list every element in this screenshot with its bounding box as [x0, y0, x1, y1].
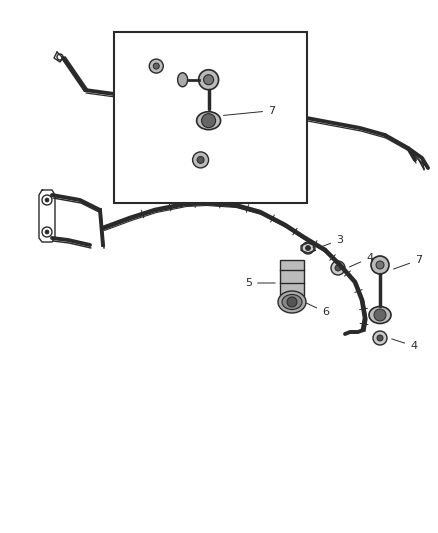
Text: 4: 4 [392, 339, 417, 351]
Circle shape [374, 309, 386, 321]
Bar [114, 32, 307, 203]
Circle shape [45, 198, 49, 202]
Ellipse shape [278, 291, 306, 313]
Circle shape [335, 265, 341, 271]
Text: 1: 1 [212, 78, 219, 106]
Text: 5: 5 [245, 278, 275, 288]
Ellipse shape [369, 306, 391, 324]
Text: 4: 4 [350, 253, 373, 267]
Ellipse shape [177, 72, 187, 87]
Ellipse shape [282, 295, 302, 310]
Circle shape [287, 297, 297, 307]
Circle shape [198, 70, 219, 90]
Text: 7: 7 [223, 106, 275, 116]
Circle shape [376, 261, 384, 269]
Text: 3: 3 [321, 235, 343, 247]
Text: 6: 6 [307, 303, 329, 317]
Circle shape [193, 152, 208, 168]
Circle shape [149, 59, 163, 73]
Circle shape [204, 75, 214, 85]
Text: 2: 2 [206, 170, 214, 197]
Circle shape [197, 156, 204, 164]
Circle shape [373, 331, 387, 345]
Circle shape [201, 114, 215, 128]
Circle shape [305, 246, 311, 251]
Circle shape [45, 230, 49, 234]
Bar [280, 260, 304, 296]
Circle shape [302, 242, 314, 254]
Circle shape [377, 335, 383, 341]
Circle shape [153, 63, 159, 69]
Text: 7: 7 [394, 255, 422, 269]
Ellipse shape [197, 112, 221, 130]
Circle shape [371, 256, 389, 274]
Circle shape [331, 261, 345, 275]
